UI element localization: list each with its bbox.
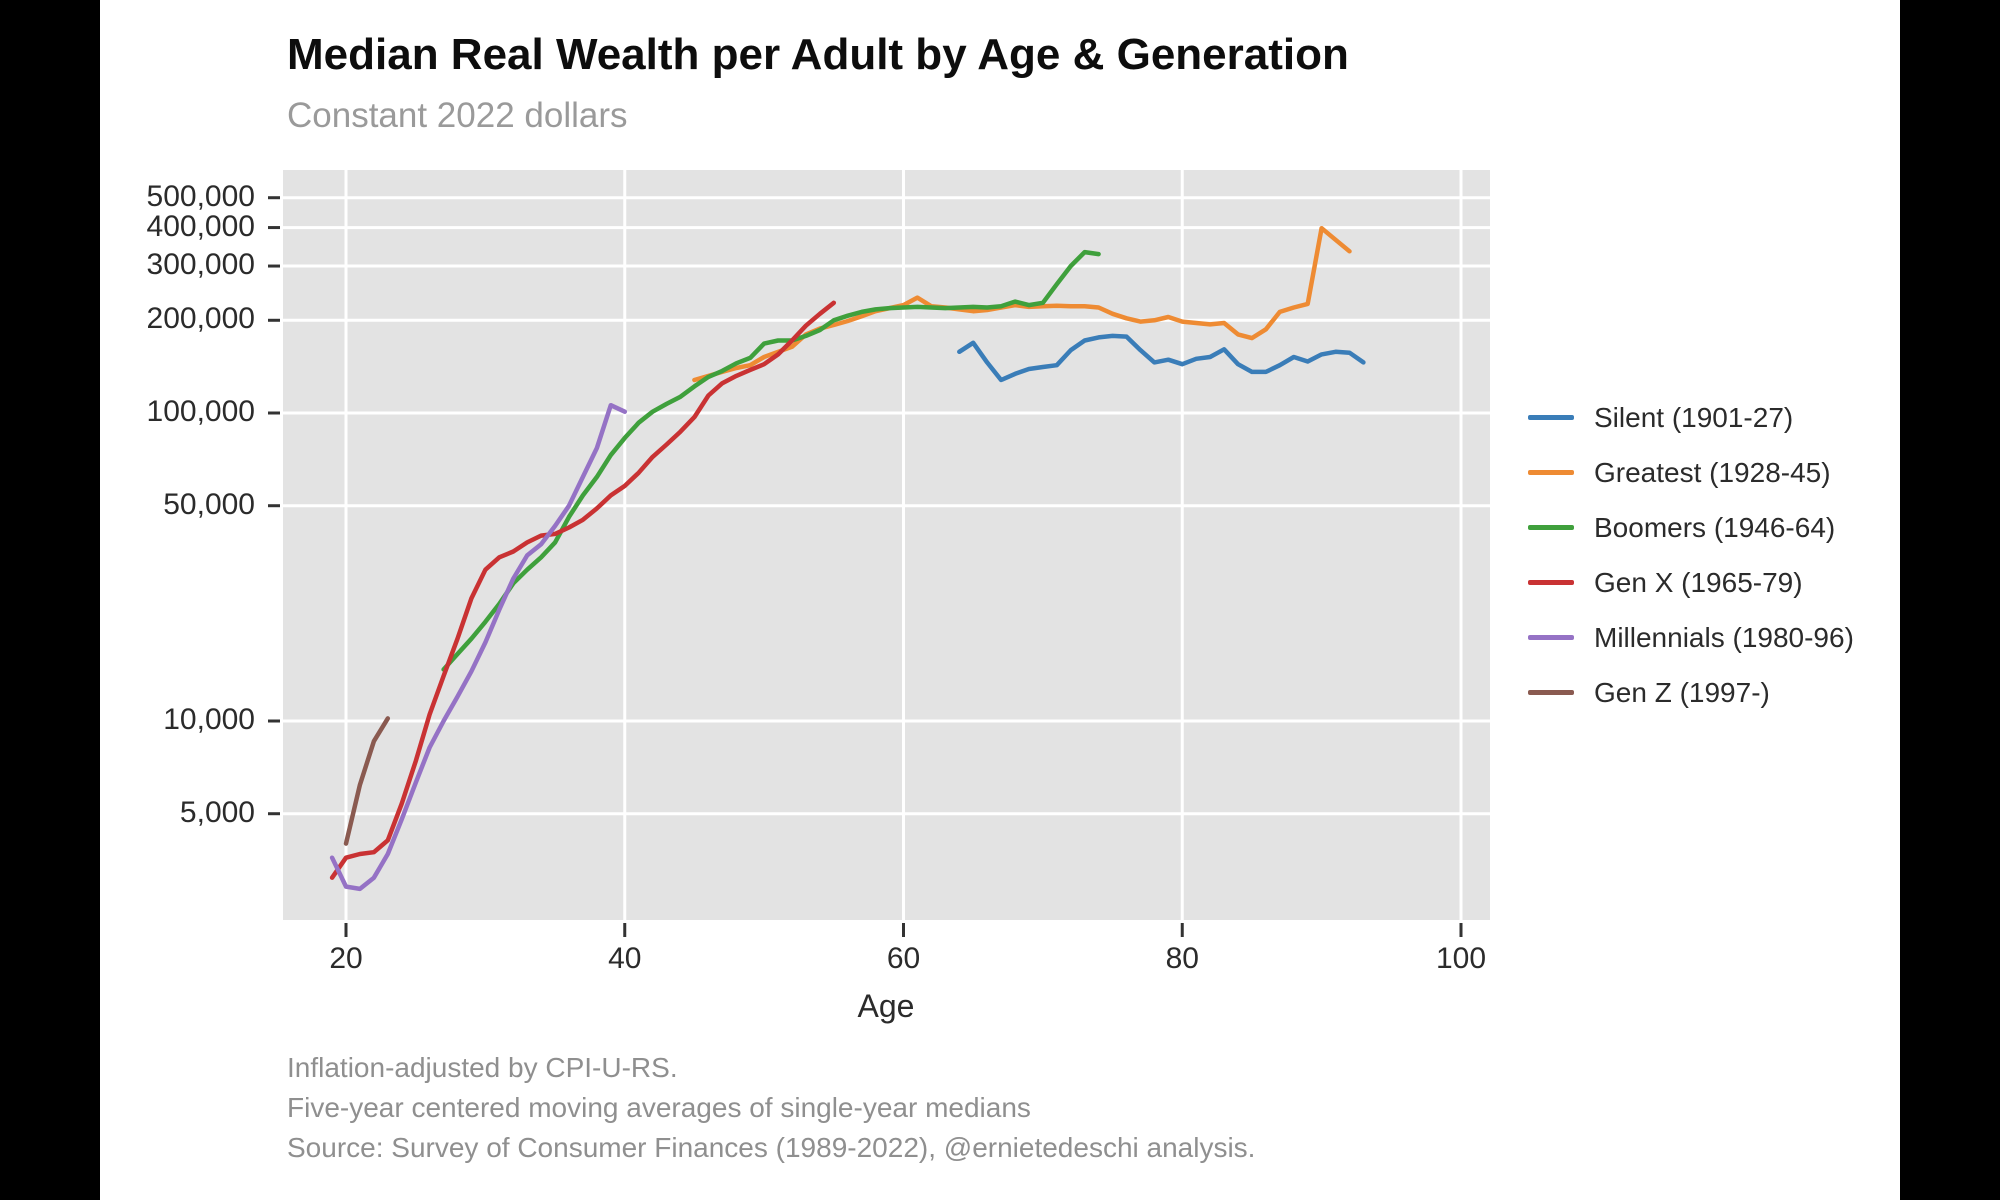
legend-item-greatest: Greatest (1928-45): [1528, 445, 1900, 500]
legend-label-genz: Gen Z (1997-): [1594, 676, 1770, 708]
chart-title: Median Real Wealth per Adult by Age & Ge…: [287, 30, 1349, 79]
legend-item-boomers: Boomers (1946-64): [1528, 500, 1900, 555]
x-tick-label: 20: [329, 942, 363, 975]
x-tick-label: 60: [886, 942, 921, 975]
series-line-millennials: [329, 402, 628, 892]
legend-label-millennials: Millennials (1980-96): [1594, 621, 1854, 653]
legend-swatch-genx: [1528, 580, 1574, 585]
series-line-genx: [329, 300, 837, 880]
footnotes: Inflation-adjusted by CPI-U-RS. Five-yea…: [287, 1048, 1255, 1168]
legend-swatch-silent: [1528, 415, 1574, 420]
y-tick-label: 300,000: [146, 248, 255, 282]
y-tick-label: 500,000: [146, 179, 255, 213]
series-line-silent: [957, 333, 1366, 383]
footnote-line-2: Five-year centered moving averages of si…: [287, 1092, 1031, 1123]
x-axis-title: Age: [857, 988, 915, 1024]
chart-subtitle: Constant 2022 dollars: [287, 96, 628, 135]
legend-swatch-greatest: [1528, 470, 1574, 475]
y-tick-label: 50,000: [163, 487, 255, 521]
plot-area: [268, 170, 1490, 937]
x-tick-label: 100: [1435, 942, 1487, 975]
y-tick-label: 5,000: [179, 795, 255, 829]
legend-swatch-genz: [1528, 690, 1574, 695]
legend-label-boomers: Boomers (1946-64): [1594, 511, 1836, 543]
legend-swatch-millennials: [1528, 635, 1574, 640]
footnote-line-3: Source: Survey of Consumer Finances (198…: [287, 1132, 1256, 1163]
legend-item-genx: Gen X (1965-79): [1528, 555, 1900, 610]
y-tick-label: 200,000: [146, 302, 255, 336]
footnote-line-1: Inflation-adjusted by CPI-U-RS.: [287, 1052, 678, 1083]
legend-label-genx: Gen X (1965-79): [1594, 566, 1803, 598]
y-tick-label: 10,000: [163, 703, 255, 736]
legend-label-greatest: Greatest (1928-45): [1594, 456, 1831, 488]
x-tick-label: 40: [608, 942, 642, 975]
figure-canvas: Median Real Wealth per Adult by Age & Ge…: [100, 0, 1900, 1200]
y-tick-label: 400,000: [146, 209, 255, 243]
plot-background: [283, 170, 1490, 920]
y-tick-label: 100,000: [146, 395, 255, 428]
series-line-genz: [343, 716, 391, 846]
legend-swatch-boomers: [1528, 525, 1574, 530]
x-tick-label: 80: [1165, 942, 1199, 975]
legend-item-genz: Gen Z (1997-): [1528, 665, 1900, 720]
legend: Silent (1901-27) Greatest (1928-45) Boomer…: [1528, 390, 1900, 720]
legend-item-silent: Silent (1901-27): [1528, 390, 1900, 445]
series-line-boomers: [441, 249, 1101, 672]
legend-item-millennials: Millennials (1980-96): [1528, 610, 1900, 665]
legend-label-silent: Silent (1901-27): [1594, 401, 1794, 433]
